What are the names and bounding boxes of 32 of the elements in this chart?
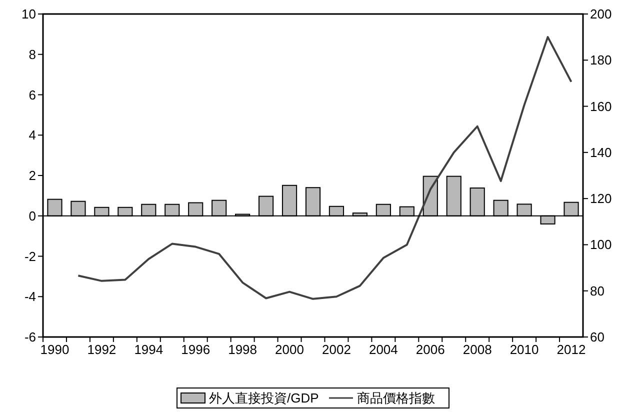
y-tick-label: 10 bbox=[22, 6, 36, 22]
y2-tick-label: 60 bbox=[590, 330, 604, 344]
y2-tick-label: 80 bbox=[590, 283, 604, 298]
x-tick-label: 1998 bbox=[228, 342, 258, 357]
x-tick-label: 1994 bbox=[134, 342, 164, 357]
y2-tick-label: 140 bbox=[590, 144, 612, 160]
y-tick-label: 6 bbox=[28, 87, 36, 102]
y2-tick-label: 120 bbox=[590, 191, 612, 206]
y-tick-label: -2 bbox=[24, 248, 36, 264]
y2-tick-label: 160 bbox=[590, 98, 612, 114]
x-tick-label: 2002 bbox=[322, 342, 351, 357]
y-tick-label: -6 bbox=[24, 330, 36, 344]
y-tick-label: -4 bbox=[24, 289, 36, 304]
x-tick-label: 2004 bbox=[368, 342, 398, 357]
x-tick-label: 2010 bbox=[510, 342, 539, 357]
legend-label: 商品價格指數 bbox=[357, 390, 435, 406]
x-tick-label: 2000 bbox=[275, 342, 304, 357]
y-tick-label: 8 bbox=[28, 46, 36, 62]
legend-label: 外人直接投資/GDP bbox=[209, 390, 319, 406]
y2-tick-label: 200 bbox=[590, 6, 612, 22]
x-tick-label: 1992 bbox=[87, 342, 116, 357]
y-tick-label: 0 bbox=[28, 208, 36, 224]
x-tick-label: 2008 bbox=[462, 342, 492, 357]
x-tick-label: 1996 bbox=[181, 342, 210, 357]
y-tick-label: 2 bbox=[28, 168, 36, 183]
y2-tick-label: 180 bbox=[590, 52, 612, 68]
x-tick-label: 2006 bbox=[416, 342, 445, 357]
x-tick-label: 2012 bbox=[556, 342, 586, 357]
y2-tick-label: 100 bbox=[590, 237, 612, 252]
y-tick-label: 4 bbox=[28, 128, 36, 143]
line-series bbox=[77, 36, 572, 300]
x-tick-label: 1990 bbox=[40, 342, 70, 357]
